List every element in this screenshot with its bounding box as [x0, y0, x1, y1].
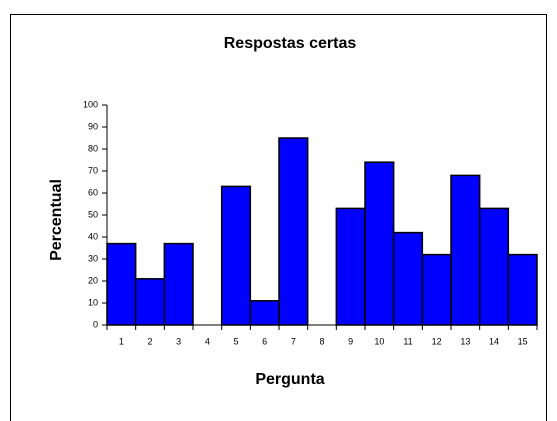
bar	[220, 185, 252, 326]
bar	[421, 253, 452, 326]
x-axis-label: Pergunta	[255, 371, 324, 388]
bar	[450, 174, 481, 326]
x-tick-label: 11	[403, 336, 412, 346]
x-tick-label: 13	[460, 336, 470, 346]
x-tick-label: 1	[119, 336, 124, 346]
x-tick-label: 7	[291, 336, 296, 346]
chart-title: Respostas certas	[224, 35, 357, 52]
bar	[134, 278, 166, 326]
bar	[106, 242, 137, 326]
x-tick-label: 4	[205, 336, 210, 346]
x-tick-label: 10	[374, 336, 384, 346]
x-tick-label: 12	[432, 336, 442, 346]
bar	[507, 253, 538, 326]
y-tick-label: 90	[88, 121, 98, 131]
bar	[249, 300, 280, 326]
y-tick-label: 10	[88, 297, 98, 307]
y-tick-label: 30	[88, 253, 98, 263]
y-tick-label: 50	[88, 209, 98, 219]
y-tick-label: 0	[93, 319, 98, 329]
bar	[335, 207, 366, 326]
bar	[392, 231, 424, 326]
x-tick-label: 5	[233, 336, 238, 346]
y-axis-label: Percentual	[48, 179, 65, 261]
bar	[364, 161, 395, 326]
y-tick-label: 100	[83, 99, 98, 109]
x-tick-label: 15	[518, 336, 528, 346]
x-tick-label: 6	[262, 336, 267, 346]
bar	[478, 207, 510, 326]
y-tick-label: 40	[88, 231, 98, 241]
x-tick-label: 3	[176, 336, 181, 346]
x-tick-label: 8	[319, 336, 324, 346]
bar	[278, 137, 309, 326]
x-tick-label: 2	[147, 336, 152, 346]
y-tick-label: 20	[88, 275, 98, 285]
x-tick-label: 14	[489, 336, 499, 346]
x-tick-label: 9	[348, 336, 353, 346]
y-tick-label: 60	[88, 187, 98, 197]
bar	[163, 242, 194, 326]
y-tick-label: 70	[88, 165, 98, 175]
y-tick-label: 80	[88, 143, 98, 153]
